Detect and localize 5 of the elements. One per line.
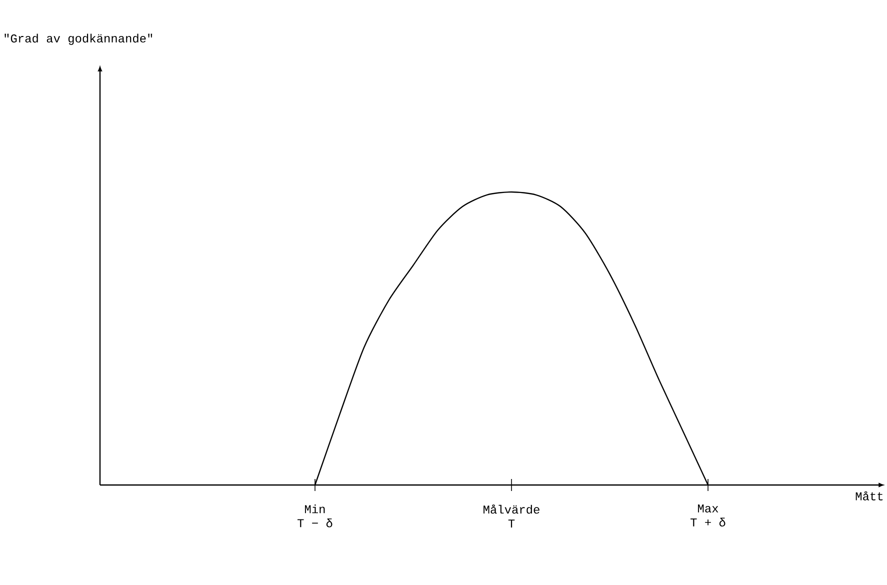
x-tick-label: Max T + δ [690,504,726,526]
text: "Grad av godkännande" [4,34,152,45]
x-tick-label: Målvärde T [484,504,540,528]
x-tick-label: Min T − δ [298,504,332,528]
text: Mått [856,491,883,500]
